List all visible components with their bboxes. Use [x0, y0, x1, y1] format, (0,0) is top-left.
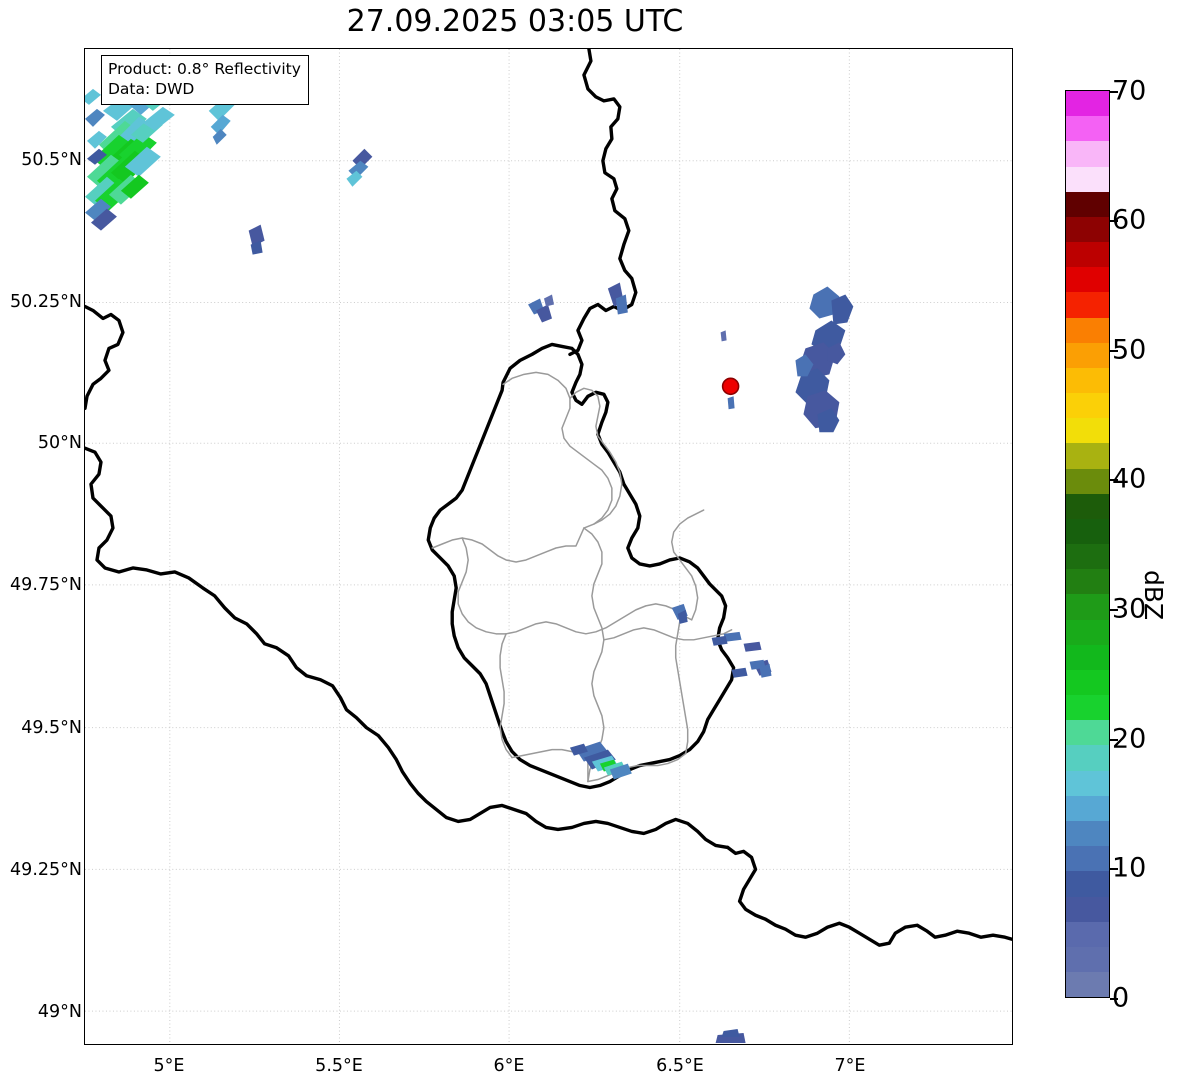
colorbar-band-33 — [1066, 141, 1109, 167]
colorbar-band-5 — [1066, 846, 1109, 872]
colorbar-band-0 — [1066, 972, 1109, 997]
colorbar-band-22 — [1066, 418, 1109, 444]
annotation-box: Product: 0.8° Reflectivity Data: DWD — [101, 55, 309, 105]
colorbar-tick-60: 60 — [1112, 204, 1147, 236]
colorbar-tick-10: 10 — [1112, 852, 1147, 884]
echo-speck-2 — [727, 396, 735, 410]
y-tick-5: 49.25°N — [10, 860, 82, 880]
colorbar-band-21 — [1066, 443, 1109, 469]
radar-echoes — [85, 64, 854, 1044]
colorbar-band-29 — [1066, 242, 1109, 268]
grid-lines — [85, 49, 1012, 1044]
colorbar-band-13 — [1066, 644, 1109, 670]
colorbar[interactable] — [1065, 90, 1110, 998]
annotation-product: Product: 0.8° Reflectivity — [108, 60, 301, 78]
echo-south — [569, 741, 632, 780]
colorbar-band-16 — [1066, 569, 1109, 595]
colorbar-tick-0: 0 — [1112, 982, 1130, 1014]
colorbar-band-30 — [1066, 216, 1109, 243]
internal-borders — [431, 371, 733, 783]
colorbar-band-25 — [1066, 342, 1109, 368]
colorbar-band-27 — [1066, 292, 1109, 318]
colorbar-title: dBZ — [1139, 570, 1168, 621]
y-tick-6: 49°N — [37, 1002, 82, 1022]
colorbar-band-3 — [1066, 896, 1109, 922]
colorbar-band-34 — [1066, 116, 1109, 142]
colorbar-band-35 — [1066, 91, 1109, 117]
y-tick-2: 50°N — [37, 433, 82, 453]
colorbar-band-18 — [1066, 518, 1109, 545]
map-plot-area[interactable]: Product: 0.8° Reflectivity Data: DWD — [84, 48, 1013, 1045]
echo-blob-1 — [248, 224, 265, 255]
colorbar-band-17 — [1066, 544, 1109, 570]
colorbar-tickmark-40 — [1110, 479, 1118, 481]
colorbar-tick-70: 70 — [1112, 75, 1147, 107]
colorbar-band-10 — [1066, 720, 1109, 746]
x-tick-2: 6°E — [493, 1056, 525, 1076]
colorbar-tickmark-70 — [1110, 91, 1118, 93]
x-tick-3: 6.5°E — [656, 1056, 704, 1076]
echo-blob-4 — [671, 603, 688, 624]
echo-blob-3 — [607, 282, 628, 315]
colorbar-tickmark-20 — [1110, 739, 1118, 741]
echo-cluster-east — [795, 286, 854, 433]
colorbar-band-12 — [1066, 669, 1109, 696]
colorbar-band-31 — [1066, 191, 1109, 217]
colorbar-tick-30: 30 — [1112, 593, 1147, 625]
colorbar-band-6 — [1066, 820, 1109, 847]
map-canvas — [85, 49, 1012, 1044]
y-tick-4: 49.5°N — [21, 718, 82, 738]
y-tick-3: 49.75°N — [10, 575, 82, 595]
colorbar-tick-50: 50 — [1112, 334, 1147, 366]
colorbar-tickmark-60 — [1110, 220, 1118, 222]
colorbar-band-4 — [1066, 871, 1109, 897]
national-borders — [85, 49, 1012, 947]
colorbar-band-2 — [1066, 921, 1109, 947]
colorbar-band-8 — [1066, 770, 1109, 796]
colorbar-tickmark-0 — [1110, 998, 1118, 1000]
colorbar-band-23 — [1066, 393, 1109, 419]
y-tick-1: 50.25°N — [10, 292, 82, 312]
echo-bottom-edge — [715, 1029, 746, 1044]
colorbar-band-28 — [1066, 267, 1109, 293]
echo-blob-2 — [528, 294, 554, 323]
colorbar-band-9 — [1066, 745, 1109, 771]
annotation-source: Data: DWD — [108, 80, 195, 99]
colorbar-band-11 — [1066, 695, 1109, 721]
colorbar-band-24 — [1066, 367, 1109, 394]
y-tick-0: 50.5°N — [21, 150, 82, 170]
page-title: 27.09.2025 03:05 UTC — [346, 4, 684, 39]
echo-blob-6 — [711, 631, 766, 678]
x-tick-1: 5.5°E — [315, 1056, 363, 1076]
colorbar-band-7 — [1066, 795, 1109, 821]
colorbar-tickmark-10 — [1110, 868, 1118, 870]
colorbar-band-26 — [1066, 317, 1109, 343]
colorbar-band-1 — [1066, 946, 1109, 973]
echo-streak-2 — [346, 148, 373, 187]
colorbar-band-19 — [1066, 493, 1109, 519]
colorbar-tick-40: 40 — [1112, 463, 1147, 495]
colorbar-band-14 — [1066, 619, 1109, 645]
colorbar-band-32 — [1066, 166, 1109, 192]
colorbar-tickmark-50 — [1110, 350, 1118, 352]
colorbar-band-15 — [1066, 594, 1109, 620]
colorbar-tickmark-30 — [1110, 609, 1118, 611]
colorbar-band-20 — [1066, 468, 1109, 494]
x-tick-0: 5°E — [153, 1056, 185, 1076]
echo-speck-1 — [720, 330, 727, 342]
x-tick-4: 7°E — [834, 1056, 866, 1076]
radar-site-marker[interactable] — [721, 377, 740, 396]
colorbar-tick-20: 20 — [1112, 723, 1147, 755]
